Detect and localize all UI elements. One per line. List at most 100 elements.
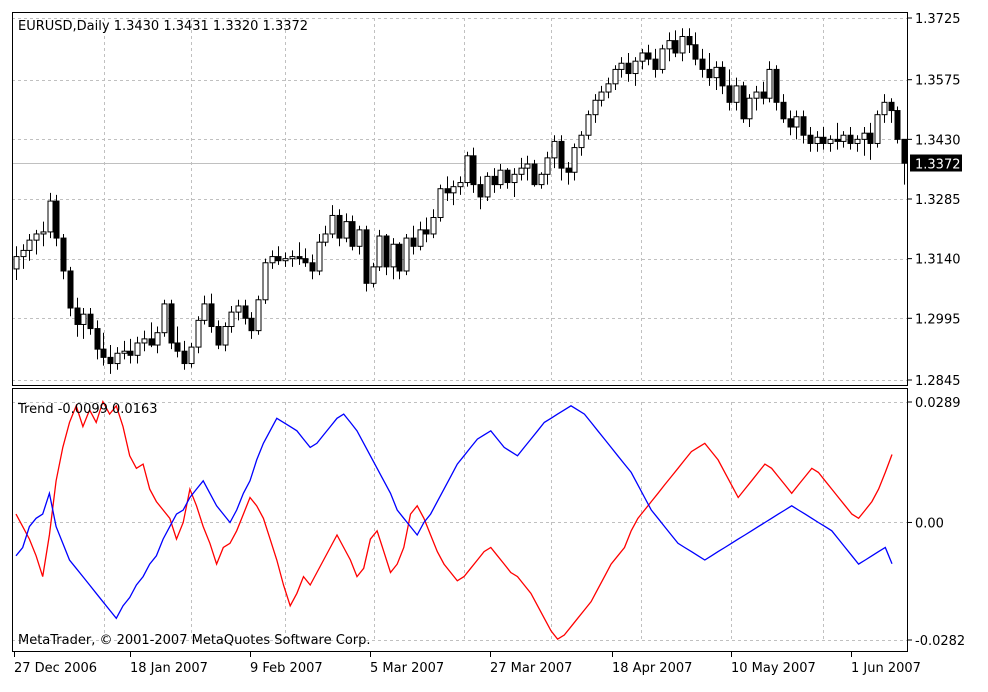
candle [127,338,134,364]
candle-body [800,116,807,136]
candle [840,131,847,148]
candle [753,85,760,111]
candle [262,258,269,304]
candle-body [410,237,417,247]
candle-body [585,114,592,136]
candle [605,77,612,99]
candle [901,138,908,185]
candle-body [699,58,706,70]
candle-body [598,91,605,101]
candle-body [464,155,471,184]
candle-body [13,256,20,270]
candle [309,254,316,280]
price-axis: 1.3725 1.3575 1.3430 1.3285 1.3140 1.2995 1.28… [908,12,965,649]
candle [699,48,706,78]
candle-body [787,118,794,128]
candle [195,316,202,354]
candle-body [612,68,619,85]
candle-body [652,58,659,70]
candle-body [760,91,767,99]
time-tick-label: 18 Apr 2007 [612,661,692,676]
candle-body [867,132,874,144]
indicator-lines [15,399,893,641]
candle [107,345,114,374]
candle [686,28,693,53]
candle [814,131,821,152]
candle-body [504,169,511,184]
candle [544,151,551,185]
panel-frames [12,12,908,652]
candle [645,44,652,66]
candle-body [672,40,679,54]
candle-body [161,303,168,334]
candle [766,61,773,103]
candle-body [558,140,565,169]
candle-body [840,134,847,142]
candle [773,65,780,111]
candle-body [511,173,518,184]
candle [80,308,87,339]
candle-body [544,157,551,175]
candle [363,225,370,292]
candle-body [861,132,868,140]
price-panel: EURUSD,Daily 1.3430 1.3431 1.3320 1.3372 [12,18,908,381]
candle [834,122,841,150]
candle [652,48,659,78]
candle-body [753,91,760,99]
candle-body [269,256,276,264]
candle [692,32,699,66]
candle [396,242,403,280]
candle [719,61,726,95]
candle-body [746,97,753,120]
indicator-tick-label: 0.0289 [915,396,961,411]
candle-body [134,342,141,356]
candle [316,233,323,276]
candle [275,246,282,265]
trend-line-1 [15,399,893,641]
candle-body [417,229,424,247]
candle-body [565,167,572,173]
candle [370,262,377,288]
candle [787,110,794,136]
candle-body [430,217,437,235]
candle [383,233,390,276]
candle [74,297,81,337]
candle-body [87,313,94,330]
candle [329,205,336,239]
candle-body [726,85,733,103]
candle [40,221,47,247]
candle-body [141,338,148,344]
candle-body [820,136,827,144]
candle-body [121,350,128,354]
candle-body [53,200,60,239]
candle-body [450,186,457,194]
candle [410,225,417,255]
candle [188,342,195,368]
indicator-grid [12,402,908,641]
candle-body [881,101,888,116]
candle-body [692,44,699,60]
candle-body [383,235,390,268]
candle [484,172,491,202]
candle-body [639,52,646,62]
candle [53,194,60,247]
candle [874,110,881,148]
candle-body [437,188,444,219]
candle [793,110,800,140]
candle [222,322,229,352]
candle-body [201,303,208,321]
candle [571,143,578,181]
candle [174,326,181,358]
candle-body [20,249,27,258]
candle [598,85,605,107]
candle-body [349,221,356,247]
indicator-tick-label: 0.00 [915,516,944,531]
price-tick-label: 1.3575 [915,74,961,89]
candle-body [592,99,599,116]
candle [511,168,518,197]
candle [141,330,148,352]
price-panel-frame [12,12,908,386]
candle-body [26,239,33,251]
candle [632,57,639,86]
candle-body [174,342,181,352]
